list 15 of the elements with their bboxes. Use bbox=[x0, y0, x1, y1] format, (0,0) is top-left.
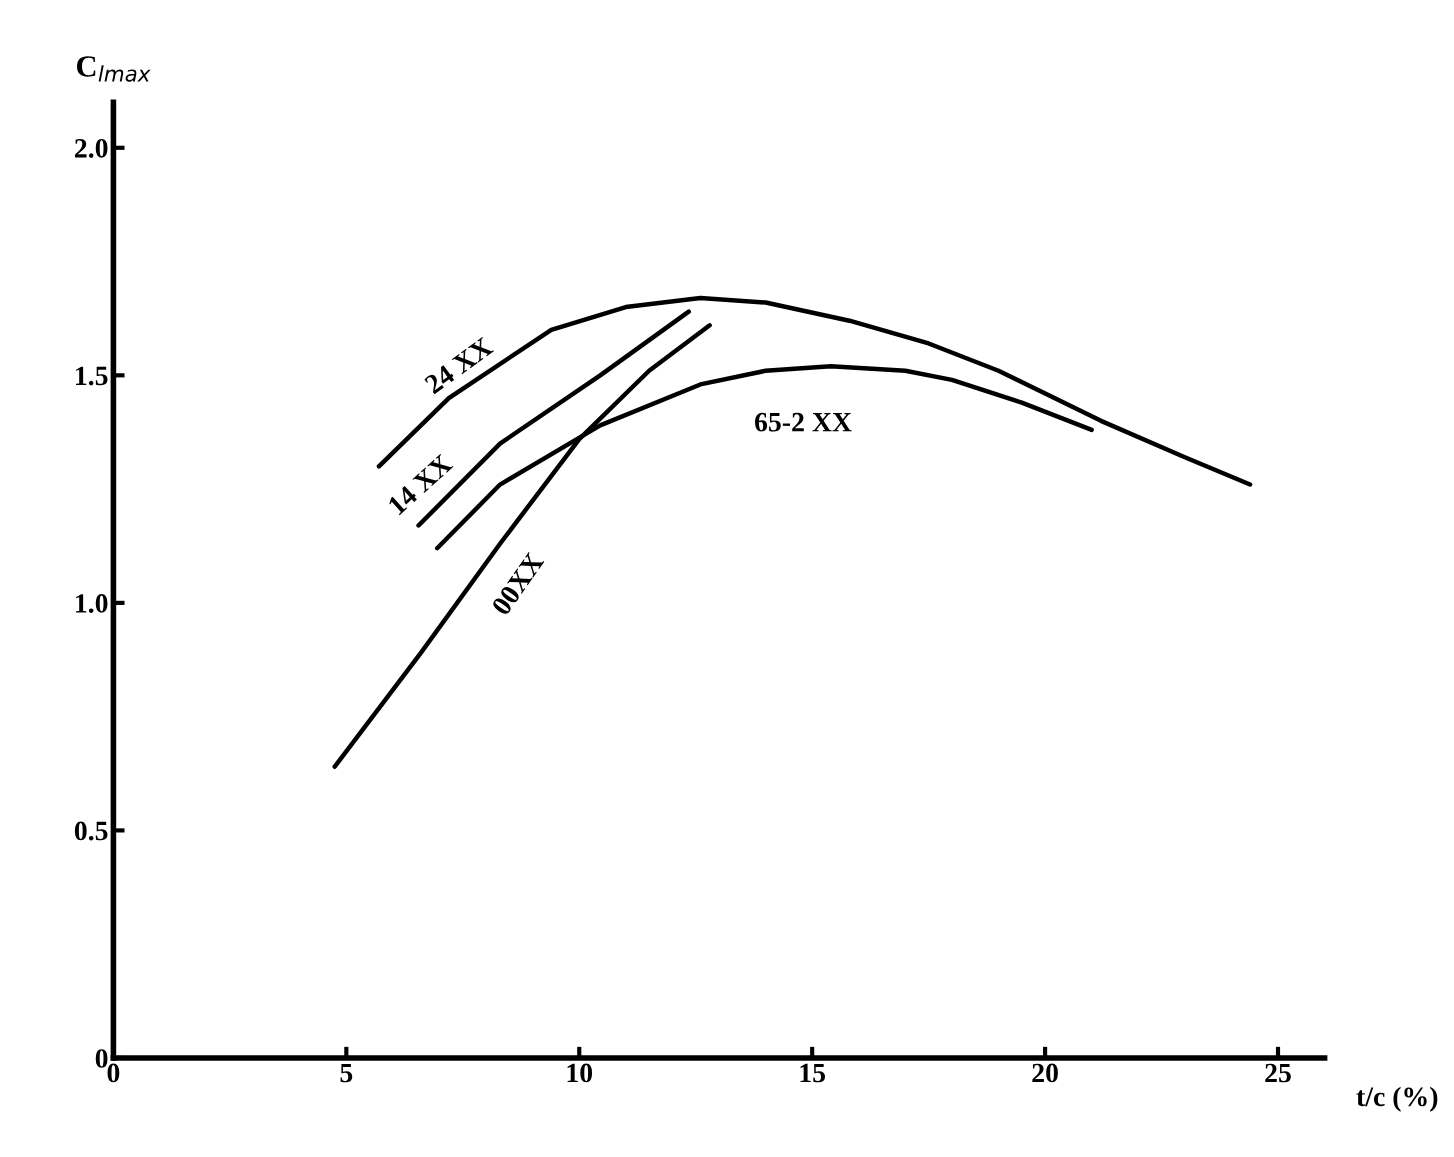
y-tick-label: 1.5 bbox=[76, 366, 108, 386]
y-tick-label: 0 bbox=[95, 1049, 108, 1068]
y-axis-title: C$_{lmax}$ bbox=[77, 56, 151, 82]
text: 14 XX bbox=[387, 453, 454, 516]
x-tick-label: 15 bbox=[800, 1063, 826, 1083]
text: 24 XX bbox=[423, 336, 494, 395]
series-label: 65-2 XX bbox=[754, 412, 852, 432]
x-tick-label: 10 bbox=[567, 1063, 593, 1083]
x-tick-label: 5 bbox=[340, 1063, 353, 1083]
y-tick-label: 2.0 bbox=[75, 138, 108, 158]
y-tick-label: 1.0 bbox=[76, 594, 108, 613]
y-tick-label: 0.5 bbox=[74, 821, 108, 841]
x-axis-title: t/c (%) bbox=[1356, 1086, 1438, 1112]
x-tick-label: 20 bbox=[1032, 1063, 1058, 1083]
x-tick-label: 25 bbox=[1265, 1063, 1291, 1083]
